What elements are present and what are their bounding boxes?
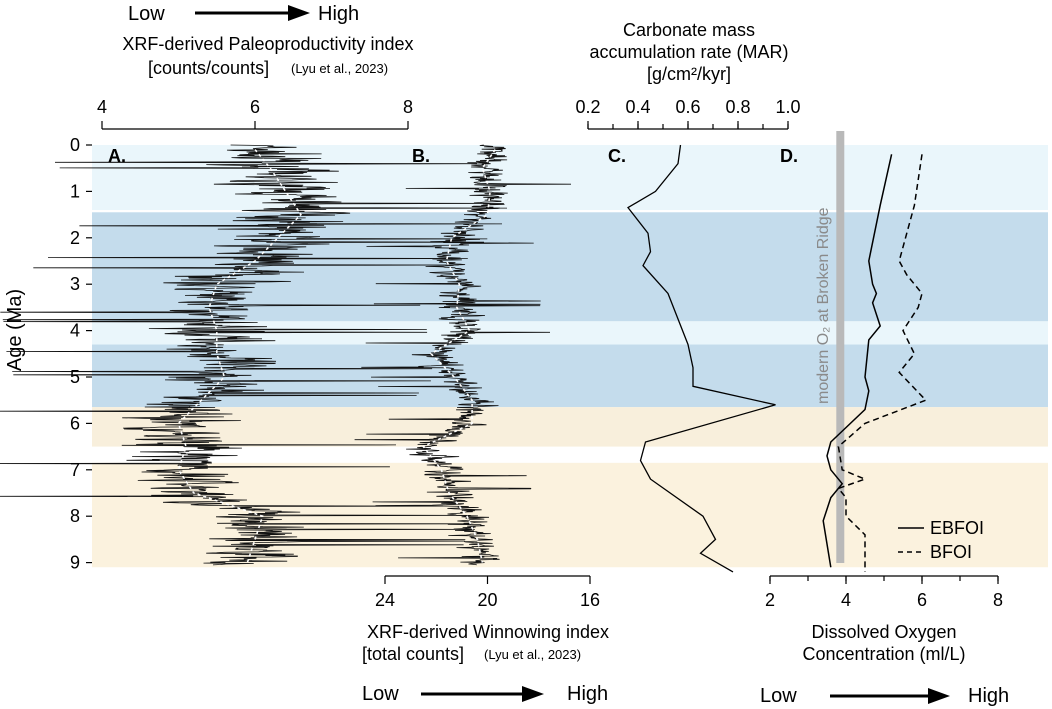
age-axis: 0 1 2 3 4 5 6 7 8 9 — [70, 135, 92, 573]
panel-a-units: [counts/counts] — [148, 58, 269, 78]
band-4 — [92, 407, 1048, 447]
top-arrow-head — [288, 5, 310, 21]
age-tick-label-1: 1 — [70, 181, 80, 201]
top-arrow-high: High — [318, 3, 359, 25]
age-tick-label-2: 2 — [70, 228, 80, 248]
panel-c-title-2: accumulation rate (MAR) — [589, 42, 788, 62]
panel-a: 4 6 8 — [0, 97, 508, 566]
panel-c-title-1: Carbonate mass — [623, 20, 755, 40]
age-axis-label: Age (Ma) — [4, 289, 26, 371]
smoothed-record-B. — [422, 149, 496, 563]
panel-c: 0.2 0.4 0.6 0.8 1.0 — [575, 97, 801, 573]
age-tick-label-7: 7 — [70, 460, 80, 480]
panel-d-xlabel-1: Dissolved Oxygen — [811, 622, 956, 642]
series-bfoi-line — [837, 154, 928, 572]
age-tick-label-5: 5 — [70, 367, 80, 387]
age-tick-label-0: 0 — [70, 135, 80, 155]
x-tick-label-20: 20 — [477, 590, 497, 610]
panel-letter-b: B. — [412, 146, 430, 166]
raw-record-B. — [354, 144, 572, 566]
x-tick-label-24: 24 — [375, 590, 395, 610]
x-tick-label-2: 2 — [765, 590, 775, 610]
panel-d-xlabel-2: Concentration (ml/L) — [802, 644, 965, 664]
x-tick-label-8: 8 — [993, 590, 1003, 610]
x-tick-label-6: 6 — [917, 590, 927, 610]
x-tick-label-0.8: 0.8 — [725, 97, 750, 117]
modern-o2-label: modern O₂ at Broken Ridge — [815, 207, 832, 404]
panel-b-units: [total counts] — [362, 644, 464, 664]
bottom-arrow-high-b: High — [567, 683, 608, 705]
x-tick-label-8: 8 — [403, 97, 413, 117]
panel-a-citation: (Lyu et al., 2023) — [291, 61, 388, 76]
bottom-arrow-head-b — [522, 686, 544, 702]
panel-b: 24 20 16 — [354, 144, 600, 610]
modern-o2-line — [836, 131, 845, 563]
bottom-arrow-low-b: Low — [362, 683, 399, 705]
panel-letter-a: A. — [108, 146, 126, 166]
bottom-arrow-low-d: Low — [760, 685, 797, 707]
age-tick-label-4: 4 — [70, 321, 80, 341]
x-tick-label-4: 4 — [841, 590, 851, 610]
x-tick-label-4: 4 — [97, 97, 107, 117]
band-0 — [92, 145, 1048, 210]
legend-bfoi-label: BFOI — [930, 542, 972, 562]
x-tick-label-16: 16 — [580, 590, 600, 610]
age-tick-label-9: 9 — [70, 553, 80, 573]
bottom-arrow-high-d: High — [968, 685, 1009, 707]
background-bands — [92, 145, 1048, 568]
panel-letter-d: D. — [780, 146, 798, 166]
x-tick-label-0.2: 0.2 — [575, 97, 600, 117]
panel-c-title-3: [g/cm²/kyr] — [647, 64, 731, 84]
top-arrow-low: Low — [128, 3, 165, 25]
x-tick-label-6: 6 — [250, 97, 260, 117]
band-1 — [92, 212, 1048, 322]
legend-ebfoi-label: EBFOI — [930, 518, 984, 538]
band-3 — [92, 344, 1048, 408]
x-tick-label-1.0: 1.0 — [775, 97, 800, 117]
carbonate-mar-line — [627, 144, 776, 573]
panel-d: 2 4 6 8 — [765, 154, 1003, 610]
age-tick-label-6: 6 — [70, 413, 80, 433]
panel-a-title: XRF-derived Paleoproductivity index — [122, 34, 413, 54]
series-ebfoi-line — [822, 154, 893, 568]
x-tick-label-0.6: 0.6 — [675, 97, 700, 117]
age-tick-label-8: 8 — [70, 506, 80, 526]
x-tick-label-0.4: 0.4 — [625, 97, 650, 117]
smoothed-record-A. — [177, 149, 302, 563]
raw-record-A. — [0, 144, 508, 566]
band-2 — [92, 321, 1048, 345]
bottom-arrow-head-d — [928, 688, 950, 704]
band-5 — [92, 462, 1048, 568]
panel-b-title: XRF-derived Winnowing index — [367, 622, 609, 642]
age-tick-label-3: 3 — [70, 274, 80, 294]
panel-b-citation: (Lyu et al., 2023) — [484, 647, 581, 662]
panel-letter-c: C. — [608, 146, 626, 166]
